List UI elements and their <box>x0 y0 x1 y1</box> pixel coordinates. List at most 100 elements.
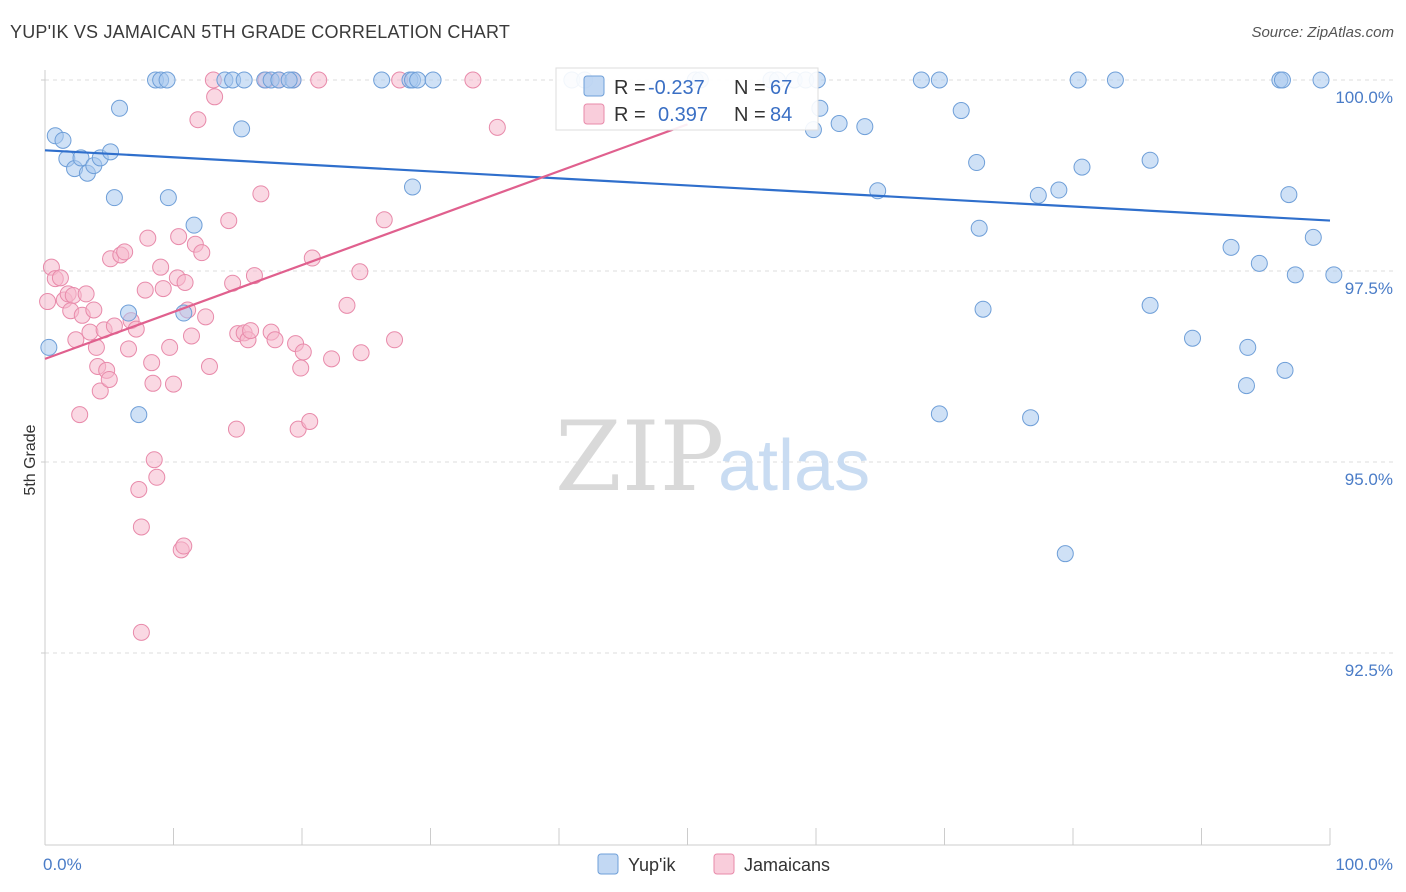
jamaicans-point-49 <box>193 244 211 262</box>
jamaicans-point-36 <box>152 258 170 276</box>
source-label: Source: ZipAtlas.com <box>1251 24 1394 41</box>
yupik-point-47 <box>856 118 874 136</box>
jamaicans-point-29 <box>132 623 150 641</box>
legend-r-label-blue: R = <box>614 77 646 99</box>
legend-swatch-pink <box>583 103 605 125</box>
yupik-point-16 <box>158 71 176 89</box>
y-tick-label-97.5: 97.5% <box>1345 279 1393 298</box>
jamaicans-point-81 <box>386 331 404 349</box>
yupik-point-23 <box>233 120 251 138</box>
jamaicans-point-24 <box>120 340 138 358</box>
yupik-point-9 <box>102 143 120 161</box>
trend-lines <box>44 123 1331 360</box>
yupik-point-58 <box>1050 181 1068 199</box>
jamaicans-point-70 <box>292 359 310 377</box>
bottom-legend-swatch-blue <box>597 853 619 875</box>
legend-r-value-blue: -0.237 <box>648 77 705 99</box>
legend-swatch-blue <box>583 75 605 97</box>
grid <box>41 79 1395 654</box>
yupik-point-66 <box>1222 238 1240 256</box>
yupik-point-53 <box>970 219 988 237</box>
jamaicans-point-35 <box>148 468 166 486</box>
y-axis-title: 5th Grade <box>22 424 39 495</box>
jamaicans-point-11 <box>77 285 95 303</box>
jamaicans-point-78 <box>352 344 370 362</box>
jamaicans-point-39 <box>165 375 182 393</box>
jamaicans-point-71 <box>294 343 312 361</box>
yupik-point-56 <box>1022 409 1040 427</box>
jamaicans-point-75 <box>323 350 341 368</box>
jamaicans-point-12 <box>81 323 99 341</box>
jamaicans-point-60 <box>242 322 260 340</box>
jamaicans-point-54 <box>220 212 238 230</box>
yupik-point-28 <box>280 71 298 89</box>
jamaicans-point-74 <box>310 71 328 89</box>
y-tick-label-92.5: 92.5% <box>1345 661 1393 680</box>
jamaicans-point-83 <box>464 71 482 89</box>
yupik-point-12 <box>120 304 138 322</box>
yupik-point-54 <box>974 300 992 318</box>
jamaicans-point-62 <box>252 185 270 203</box>
yupik-point-68 <box>1237 377 1255 395</box>
jamaicans-point-32 <box>143 354 161 372</box>
y-tick-label-95: 95.0% <box>1345 470 1393 489</box>
yupik-point-69 <box>1250 254 1268 272</box>
bottom-legend: Yup'ik Jamaicans <box>597 853 830 875</box>
legend-n-label-blue: N = <box>734 77 766 99</box>
jamaicans-point-16 <box>91 382 109 400</box>
yupik-point-71 <box>1273 71 1291 89</box>
jamaicans-point-43 <box>175 537 193 555</box>
yupik-point-62 <box>1106 71 1124 89</box>
jamaicans-point-50 <box>197 308 215 326</box>
yupik-point-22 <box>235 71 253 89</box>
jamaicans-point-38 <box>161 338 179 356</box>
jamaicans-point-65 <box>266 331 284 349</box>
x-tick-label-right: 100.0% <box>1335 855 1393 874</box>
yupik-point-64 <box>1141 296 1159 314</box>
yupik-point-60 <box>1069 71 1087 89</box>
y-tick-labels: 92.5% 95.0% 97.5% 100.0% <box>1335 88 1393 680</box>
legend-n-label-pink: N = <box>734 104 766 126</box>
jamaicans-point-28 <box>132 518 150 536</box>
yupik-point-61 <box>1073 158 1091 176</box>
legend-r-value-pink: 0.397 <box>658 104 708 126</box>
y-tick-label-100: 100.0% <box>1335 88 1393 107</box>
jamaicans-point-46 <box>182 327 200 345</box>
bottom-legend-label-jamaicans: Jamaicans <box>744 855 830 875</box>
yupik-point-73 <box>1276 361 1294 379</box>
yupik-point-34 <box>404 178 422 196</box>
yupik-point-77 <box>1325 266 1343 284</box>
yupik-point-33 <box>424 71 442 89</box>
jamaicans-point-76 <box>338 296 356 314</box>
series-jamaicans <box>39 71 506 641</box>
jamaicans-point-77 <box>351 263 369 281</box>
yupik-point-29 <box>373 71 391 89</box>
yupik-point-32 <box>409 71 427 89</box>
jamaicans-point-51 <box>200 358 218 375</box>
x-ticks <box>44 828 1331 845</box>
yupik-point-11 <box>111 99 129 117</box>
jamaicans-point-19 <box>100 370 118 388</box>
yupik-point-46 <box>830 115 848 133</box>
jamaicans-point-79 <box>375 211 393 229</box>
yupik-point-55 <box>930 405 948 423</box>
jamaicans-point-0 <box>39 293 57 311</box>
jamaicans-point-82 <box>488 118 506 136</box>
yupik-point-50 <box>930 71 948 89</box>
jamaicans-point-30 <box>136 281 154 299</box>
jamaicans-point-3 <box>51 269 69 287</box>
bottom-legend-swatch-pink <box>713 853 735 875</box>
legend-box: R = -0.237 N = 67 R = 0.397 N = 84 <box>555 67 819 131</box>
yupik-point-13 <box>130 406 148 424</box>
jamaicans-point-44 <box>176 273 194 291</box>
watermark-atlas: atlas <box>718 426 870 506</box>
jamaicans-point-37 <box>154 280 172 298</box>
yupik-point-2 <box>54 131 72 149</box>
yupik-point-75 <box>1312 71 1330 89</box>
jamaicans-point-72 <box>301 413 319 431</box>
jamaicans-point-27 <box>130 481 148 499</box>
jamaicans-point-23 <box>116 243 134 261</box>
legend-r-label-pink: R = <box>614 104 646 126</box>
yupik-point-72 <box>1280 186 1298 204</box>
jamaicans-point-48 <box>189 111 207 129</box>
